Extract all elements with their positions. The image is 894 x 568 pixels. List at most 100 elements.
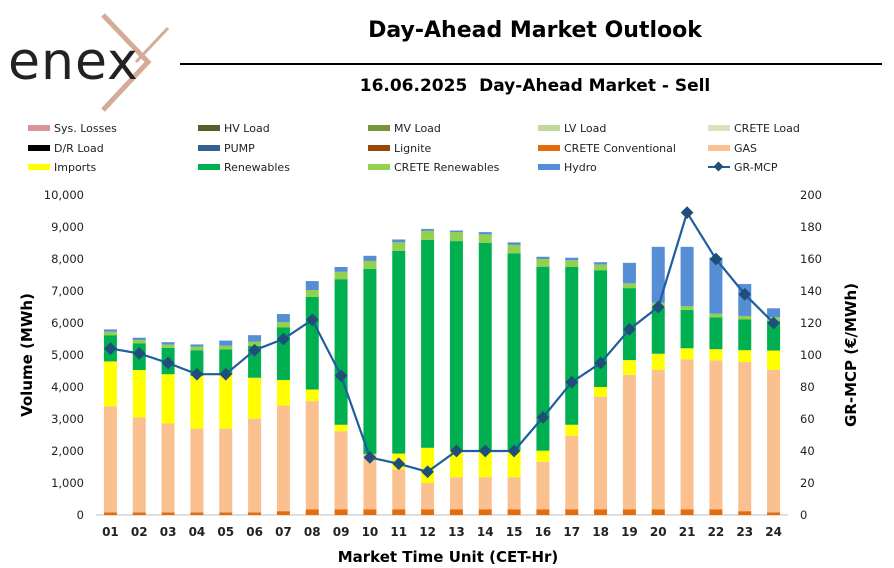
bar-crete-renewables [478, 234, 492, 243]
x-tick-label: 04 [189, 525, 206, 539]
bar-crete-conventional [248, 512, 262, 515]
bar-crete-renewables [536, 259, 550, 267]
bar-hydro [680, 246, 694, 307]
y2-tick-label: 20 [800, 476, 815, 490]
legend-swatch [28, 164, 50, 170]
bar-renewables [334, 279, 348, 425]
x-tick-label: 17 [563, 525, 580, 539]
y2-tick-label: 100 [800, 348, 822, 362]
bar-crete-conventional [622, 509, 636, 515]
bar-hydro [161, 342, 175, 345]
bar-gas [709, 360, 723, 510]
bar-imports [305, 389, 319, 402]
bar-imports [103, 361, 117, 407]
y-tick-label: 7,000 [51, 284, 84, 298]
bar-crete-conventional [190, 512, 204, 515]
bar-renewables [190, 350, 204, 376]
bar-hydro [334, 267, 348, 272]
x-tick-label: 02 [131, 525, 148, 539]
legend-label: CRETE Load [734, 121, 800, 135]
bar-renewables [767, 320, 781, 351]
x-tick-label: 10 [362, 525, 379, 539]
bar-crete-renewables [276, 322, 290, 328]
bar-crete-conventional [594, 509, 608, 515]
legend-item-gas: GAS [708, 141, 757, 155]
bar-imports [132, 370, 146, 418]
x-tick-label: 12 [419, 525, 436, 539]
bar-crete-conventional [363, 509, 377, 515]
bar-gas [478, 477, 492, 510]
y-tick-label: 4,000 [51, 380, 84, 394]
gr-mcp-point [219, 367, 233, 381]
bar-imports [507, 450, 521, 478]
x-tick-label: 09 [333, 525, 350, 539]
y-tick-label: 0 [77, 508, 84, 522]
legend-label: CRETE Renewables [394, 160, 500, 174]
bar-crete-renewables [334, 271, 348, 280]
y2-axis-label: GR-MCP (€/MWh) [842, 283, 860, 427]
y2-tick-label: 0 [800, 508, 807, 522]
bar-crete-renewables [680, 306, 694, 310]
x-tick-label: 03 [160, 525, 177, 539]
x-tick-label: 13 [448, 525, 465, 539]
bar-renewables [536, 266, 550, 451]
x-tick-label: 01 [102, 525, 119, 539]
bar-crete-conventional [767, 512, 781, 515]
legend-item-dr-load: D/R Load [28, 141, 104, 155]
x-axis-label: Market Time Unit (CET-Hr) [338, 548, 559, 566]
legend-swatch [708, 145, 730, 151]
bar-gas [161, 423, 175, 513]
bar-crete-conventional [392, 509, 406, 515]
bar-crete-conventional [276, 511, 290, 515]
legend-label: Imports [54, 160, 97, 174]
bar-imports [680, 348, 694, 360]
bar-imports [449, 450, 463, 478]
legend-item-pump: PUMP [198, 141, 255, 155]
bar-hydro [449, 230, 463, 233]
gr-mcp-line [110, 209, 775, 474]
legend-item-hv-load: HV Load [198, 121, 270, 135]
bar-renewables [738, 319, 752, 351]
legend-swatch [538, 125, 560, 131]
bar-crete-conventional [421, 509, 435, 515]
bar-imports [536, 450, 550, 462]
bar-hydro [363, 255, 377, 261]
legend-item-gr-mcp: GR-MCP [708, 160, 778, 174]
y2-tick-label: 40 [800, 444, 815, 458]
y-tick-label: 10,000 [44, 188, 84, 202]
bar-gas [767, 369, 781, 513]
legend-item-crete-renewables: CRETE Renewables [368, 160, 499, 174]
x-tick-label: 20 [650, 525, 667, 539]
bar-gas [392, 469, 406, 510]
y2-tick-label: 200 [800, 188, 822, 202]
bar-crete-conventional [478, 509, 492, 515]
gr-mcp-point [305, 313, 319, 327]
legend-label: Lignite [394, 141, 432, 155]
bar-hydro [305, 281, 319, 291]
page-subtitle: 16.06.2025 Day-Ahead Market - Sell [359, 76, 711, 96]
bar-renewables [363, 268, 377, 454]
bar-crete-renewables [594, 264, 608, 271]
x-tick-label: 06 [246, 525, 263, 539]
bar-renewables [478, 243, 492, 451]
bar-imports [709, 349, 723, 361]
legend-label: Renewables [224, 160, 290, 174]
bar-crete-renewables [565, 260, 579, 267]
bar-gas [334, 431, 348, 510]
bar-crete-conventional [651, 509, 665, 515]
legend-item-mv-load: MV Load [368, 121, 441, 135]
legend-item-crete-load: CRETE Load [708, 121, 800, 135]
legend-label: D/R Load [54, 141, 104, 155]
legend-item-crete-conventional: CRETE Conventional [538, 141, 676, 155]
bar-renewables [449, 241, 463, 451]
legend-swatch [198, 125, 220, 131]
bar-crete-conventional [449, 509, 463, 515]
bar-crete-conventional [565, 509, 579, 515]
bar-hydro [103, 329, 117, 332]
bar-gas [594, 396, 608, 510]
y-tick-label: 2,000 [51, 444, 84, 458]
bar-imports [622, 360, 636, 375]
bar-renewables [565, 267, 579, 425]
bar-imports [651, 353, 665, 370]
